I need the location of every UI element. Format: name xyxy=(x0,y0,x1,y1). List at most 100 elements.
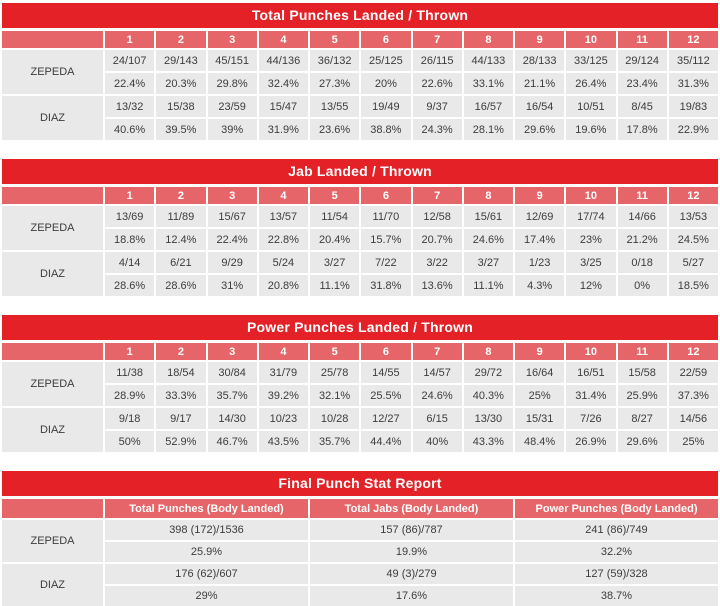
landed-thrown-value: 5/27 xyxy=(668,252,718,273)
round-number-header: 1 xyxy=(105,343,155,360)
round-number-header: 9 xyxy=(515,31,565,48)
landed-thrown-value: 12/69 xyxy=(515,206,565,227)
landed-thrown-value: 16/57 xyxy=(463,96,513,117)
percent-value: 29% xyxy=(105,586,308,606)
percent-value: 26.9% xyxy=(566,431,616,452)
round-number-header: 4 xyxy=(258,343,308,360)
landed-thrown-value: 13/53 xyxy=(668,206,718,227)
landed-thrown-value: 8/27 xyxy=(617,408,667,429)
percent-value: 37.3% xyxy=(668,385,718,406)
percent-value: 32.1% xyxy=(310,385,360,406)
percent-value: 29.6% xyxy=(515,119,565,140)
percent-value: 22.4% xyxy=(105,73,155,94)
landed-thrown-value: 9/17 xyxy=(156,408,206,429)
corner-header-cell xyxy=(2,499,103,518)
landed-thrown-value: 1/23 xyxy=(515,252,565,273)
round-number-header: 11 xyxy=(617,187,667,204)
landed-thrown-value: 3/27 xyxy=(463,252,513,273)
percent-value: 29.8% xyxy=(207,73,257,94)
landed-thrown-value: 28/133 xyxy=(515,50,565,71)
landed-thrown-value: 31/79 xyxy=(258,362,308,383)
percent-value: 28.1% xyxy=(463,119,513,140)
round-number-header: 8 xyxy=(463,31,513,48)
percent-value: 38.8% xyxy=(361,119,411,140)
round-number-header: 5 xyxy=(310,343,360,360)
jab-table-title: Jab Landed / Thrown xyxy=(2,159,718,184)
percent-value: 19.6% xyxy=(566,119,616,140)
total-punches-table-title: Total Punches Landed / Thrown xyxy=(2,3,718,28)
round-number-header: 7 xyxy=(412,343,462,360)
landed-thrown-value: 241 (86)/749 xyxy=(515,520,718,540)
stat-column-header: Power Punches (Body Landed) xyxy=(515,499,718,518)
percent-value: 31.9% xyxy=(258,119,308,140)
round-number-header: 2 xyxy=(156,343,206,360)
round-number-header: 6 xyxy=(361,187,411,204)
landed-thrown-value: 33/125 xyxy=(566,50,616,71)
round-number-header: 10 xyxy=(566,31,616,48)
landed-thrown-value: 35/112 xyxy=(668,50,718,71)
fighter-name: ZEPEDA xyxy=(2,50,103,94)
percent-value: 39% xyxy=(207,119,257,140)
percent-value: 22.6% xyxy=(412,73,462,94)
landed-thrown-value: 11/70 xyxy=(361,206,411,227)
landed-thrown-value: 29/72 xyxy=(463,362,513,383)
percent-value: 11.1% xyxy=(463,275,513,296)
percent-value: 31.3% xyxy=(668,73,718,94)
landed-thrown-value: 13/69 xyxy=(105,206,155,227)
percent-value: 27.3% xyxy=(310,73,360,94)
percent-value: 52.9% xyxy=(156,431,206,452)
landed-thrown-value: 29/143 xyxy=(156,50,206,71)
stat-column-header: Total Punches (Body Landed) xyxy=(105,499,308,518)
landed-thrown-value: 16/51 xyxy=(566,362,616,383)
percent-value: 44.4% xyxy=(361,431,411,452)
percent-value: 24.5% xyxy=(668,229,718,250)
round-number-header: 9 xyxy=(515,343,565,360)
percent-value: 50% xyxy=(105,431,155,452)
percent-value: 25% xyxy=(515,385,565,406)
landed-thrown-value: 9/18 xyxy=(105,408,155,429)
landed-thrown-value: 7/26 xyxy=(566,408,616,429)
landed-thrown-value: 6/15 xyxy=(412,408,462,429)
percent-value: 22.8% xyxy=(258,229,308,250)
percent-value: 12.4% xyxy=(156,229,206,250)
percent-value: 12% xyxy=(566,275,616,296)
percent-value: 48.4% xyxy=(515,431,565,452)
round-number-header: 11 xyxy=(617,31,667,48)
round-number-header: 5 xyxy=(310,187,360,204)
landed-thrown-value: 15/38 xyxy=(156,96,206,117)
landed-thrown-value: 7/22 xyxy=(361,252,411,273)
fighter-name: ZEPEDA xyxy=(2,206,103,250)
percent-value: 13.6% xyxy=(412,275,462,296)
landed-thrown-value: 30/84 xyxy=(207,362,257,383)
round-number-header: 1 xyxy=(105,31,155,48)
jab-table: Jab Landed / Thrown 1 2 3 4 5 6 7 8 9 10 11 12 ZEPED… xyxy=(2,159,718,296)
round-number-header: 4 xyxy=(258,31,308,48)
landed-thrown-value: 36/132 xyxy=(310,50,360,71)
landed-thrown-value: 13/32 xyxy=(105,96,155,117)
round-number-header: 10 xyxy=(566,187,616,204)
percent-value: 4.3% xyxy=(515,275,565,296)
landed-thrown-value: 9/29 xyxy=(207,252,257,273)
fighter-name: ZEPEDA xyxy=(2,520,103,562)
percent-value: 25% xyxy=(668,431,718,452)
landed-thrown-value: 6/21 xyxy=(156,252,206,273)
landed-thrown-value: 14/66 xyxy=(617,206,667,227)
percent-value: 17.8% xyxy=(617,119,667,140)
landed-thrown-value: 157 (86)/787 xyxy=(310,520,513,540)
total-punches-table-grid: 1 2 3 4 5 6 7 8 9 10 11 12 ZEPEDA 24/107 29/143 45/151 4… xyxy=(2,31,718,140)
percent-value: 20% xyxy=(361,73,411,94)
landed-thrown-value: 5/24 xyxy=(258,252,308,273)
landed-thrown-value: 16/64 xyxy=(515,362,565,383)
percent-value: 24.6% xyxy=(412,385,462,406)
landed-thrown-value: 9/37 xyxy=(412,96,462,117)
landed-thrown-value: 176 (62)/607 xyxy=(105,564,308,584)
landed-thrown-value: 16/54 xyxy=(515,96,565,117)
percent-value: 23.4% xyxy=(617,73,667,94)
percent-value: 40.6% xyxy=(105,119,155,140)
landed-thrown-value: 29/124 xyxy=(617,50,667,71)
landed-thrown-value: 11/89 xyxy=(156,206,206,227)
landed-thrown-value: 22/59 xyxy=(668,362,718,383)
percent-value: 21.1% xyxy=(515,73,565,94)
